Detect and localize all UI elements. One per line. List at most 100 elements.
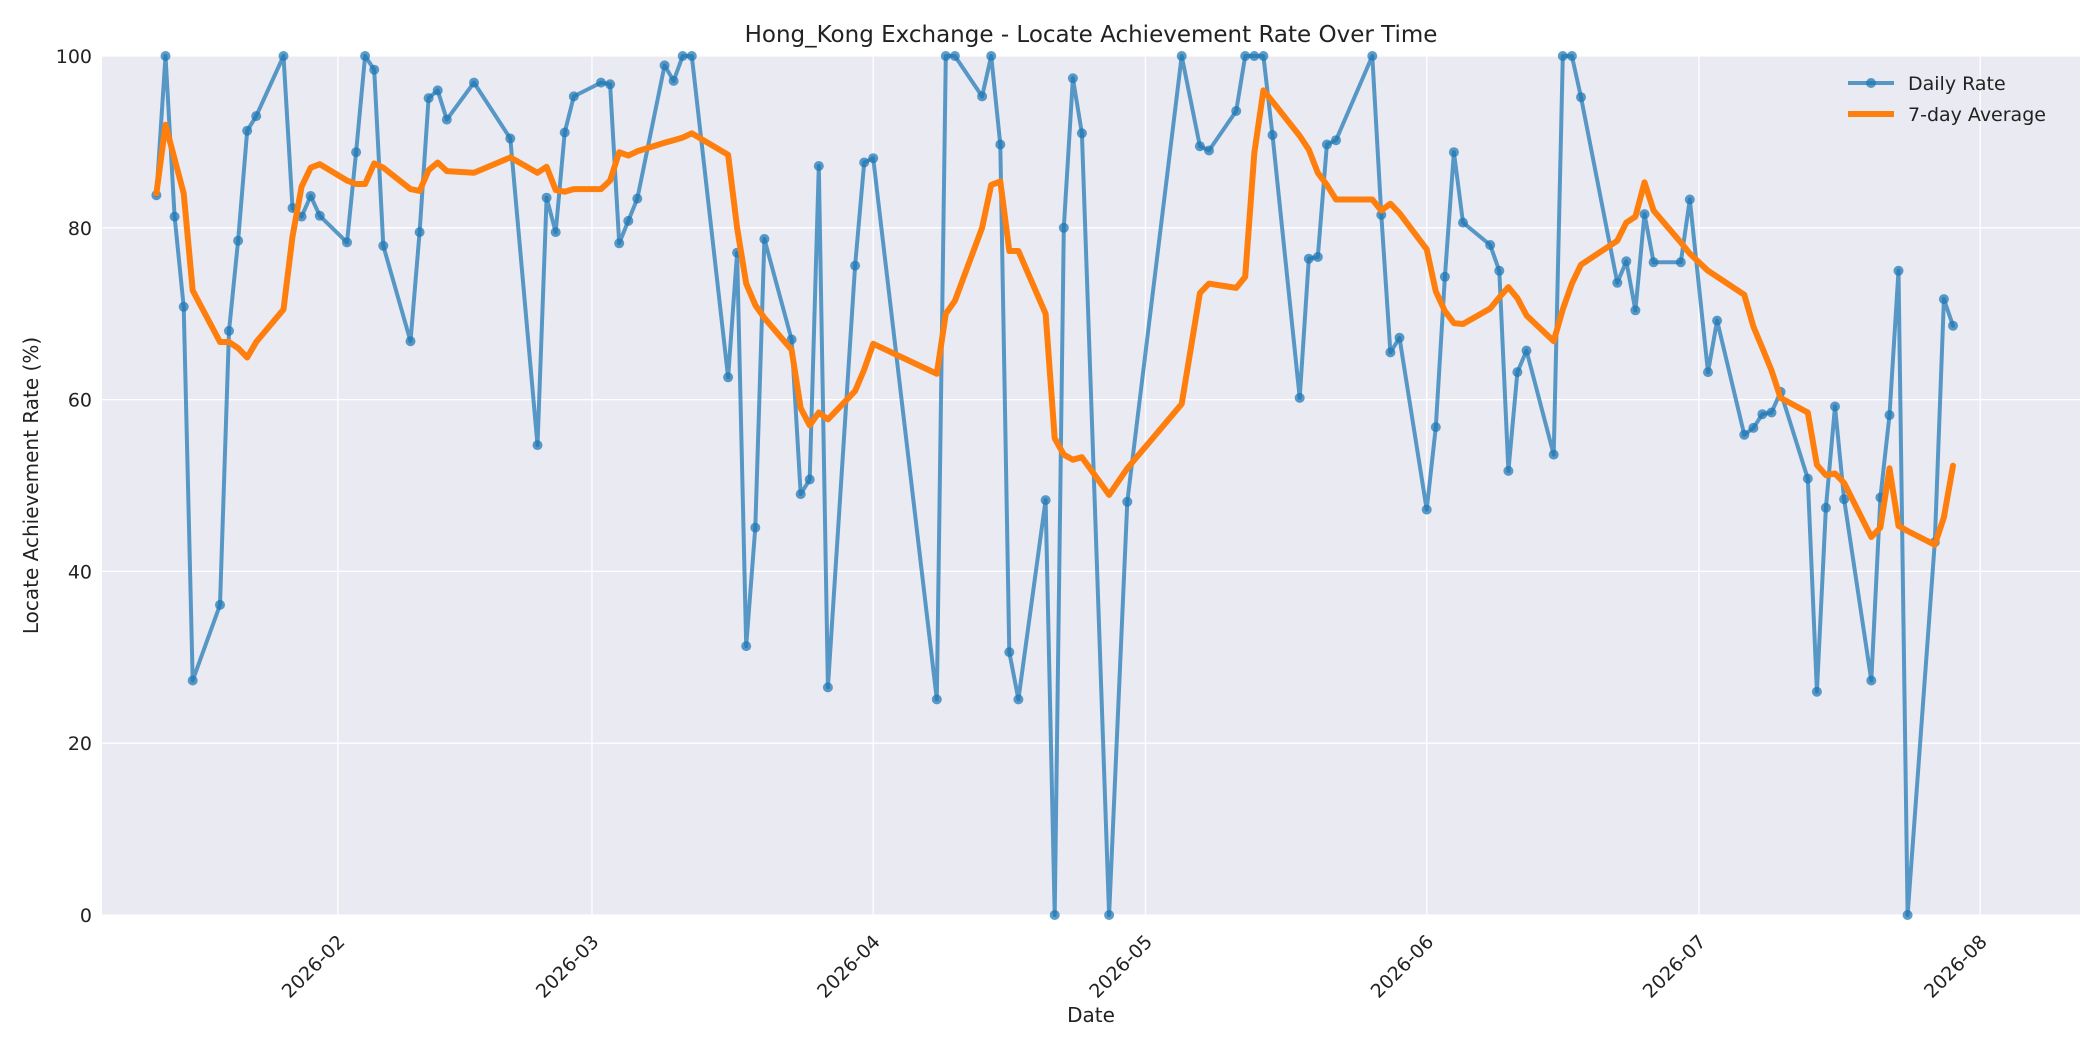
data-point-daily-rate xyxy=(369,64,380,75)
chart-title: Hong_Kong Exchange - Locate Achievement … xyxy=(745,22,1438,48)
data-point-daily-rate xyxy=(251,111,262,122)
data-point-daily-rate xyxy=(242,125,253,136)
data-point-daily-rate xyxy=(949,51,960,61)
data-point-daily-rate xyxy=(850,260,861,271)
data-point-daily-rate xyxy=(1639,209,1650,220)
data-point-daily-rate xyxy=(1621,256,1632,267)
data-point-daily-rate xyxy=(469,77,479,88)
data-point-daily-rate xyxy=(1267,130,1278,140)
y-tick-label: 60 xyxy=(68,390,92,412)
data-point-daily-rate xyxy=(750,522,761,533)
data-point-daily-rate xyxy=(1648,257,1659,268)
data-point-daily-rate xyxy=(432,85,443,96)
data-point-daily-rate xyxy=(1820,502,1831,513)
data-point-daily-rate xyxy=(1739,429,1750,440)
data-point-daily-rate xyxy=(686,51,697,61)
series-layer xyxy=(151,51,1958,920)
data-point-daily-rate xyxy=(1367,51,1378,61)
data-point-daily-rate xyxy=(1893,265,1904,276)
data-point-daily-rate xyxy=(405,336,416,347)
data-point-daily-rate xyxy=(378,240,389,251)
data-point-daily-rate xyxy=(1303,253,1314,264)
data-point-daily-rate xyxy=(1802,473,1813,484)
data-point-daily-rate xyxy=(859,157,870,168)
data-point-daily-rate xyxy=(1240,51,1251,61)
data-point-daily-rate xyxy=(1040,495,1051,506)
data-point-daily-rate xyxy=(532,440,543,451)
data-point-daily-rate xyxy=(1521,345,1532,356)
plot-area xyxy=(102,56,2080,915)
data-point-daily-rate xyxy=(1204,145,1214,156)
data-point-daily-rate xyxy=(1494,265,1505,276)
data-point-daily-rate xyxy=(1839,494,1850,505)
data-point-daily-rate xyxy=(1231,106,1242,116)
data-point-daily-rate xyxy=(441,114,452,125)
data-point-daily-rate xyxy=(414,227,425,238)
data-point-daily-rate xyxy=(995,139,1006,150)
data-point-daily-rate xyxy=(351,147,362,158)
data-point-daily-rate xyxy=(677,51,688,61)
y-tick-label: 0 xyxy=(80,905,92,927)
data-point-daily-rate xyxy=(1385,347,1396,358)
y-tick-label: 80 xyxy=(68,218,92,240)
data-point-daily-rate xyxy=(1004,647,1015,658)
y-tick-label: 40 xyxy=(68,561,92,583)
data-point-daily-rate xyxy=(1712,315,1723,326)
data-point-daily-rate xyxy=(868,153,879,164)
data-point-daily-rate xyxy=(1612,277,1623,288)
y-axis-label: Locate Achievement Rate (%) xyxy=(19,337,43,634)
data-point-daily-rate xyxy=(659,60,670,71)
data-point-daily-rate xyxy=(1013,694,1024,705)
data-point-daily-rate xyxy=(1938,294,1949,305)
grid-lines xyxy=(102,55,2080,916)
data-point-daily-rate xyxy=(1902,910,1913,920)
data-point-daily-rate xyxy=(1448,147,1459,158)
data-point-daily-rate xyxy=(623,215,634,226)
data-point-daily-rate xyxy=(614,238,625,249)
data-point-daily-rate xyxy=(822,682,833,693)
data-point-daily-rate xyxy=(541,192,552,203)
series-line-7-day-average xyxy=(153,87,1956,548)
data-point-daily-rate xyxy=(1421,504,1432,515)
data-point-daily-rate xyxy=(1104,910,1115,920)
data-point-daily-rate xyxy=(559,127,570,138)
data-point-daily-rate xyxy=(1294,392,1305,403)
data-point-daily-rate xyxy=(931,694,942,705)
data-point-daily-rate xyxy=(1430,422,1441,433)
data-point-daily-rate xyxy=(1331,135,1341,146)
data-point-daily-rate xyxy=(1512,367,1523,378)
data-point-daily-rate xyxy=(305,191,316,201)
data-point-daily-rate xyxy=(723,372,734,383)
data-point-daily-rate xyxy=(278,51,289,61)
data-point-daily-rate xyxy=(1321,139,1332,150)
data-point-daily-rate xyxy=(1058,222,1069,233)
legend: Daily Rate 7-day Average xyxy=(1848,73,2046,126)
data-point-daily-rate xyxy=(1766,407,1777,418)
legend-marker-daily-rate xyxy=(1866,78,1876,88)
legend-label-7-day-average: 7-day Average xyxy=(1908,104,2046,126)
data-point-daily-rate xyxy=(423,93,434,104)
data-point-daily-rate xyxy=(187,675,198,686)
y-tick-label: 20 xyxy=(68,733,92,755)
data-point-daily-rate xyxy=(940,51,951,61)
data-point-daily-rate xyxy=(1312,252,1323,262)
data-point-daily-rate xyxy=(1194,141,1205,152)
data-point-daily-rate xyxy=(1576,92,1586,103)
data-point-daily-rate xyxy=(1176,51,1187,61)
data-point-daily-rate xyxy=(1503,465,1514,476)
data-point-daily-rate xyxy=(668,75,679,86)
data-point-daily-rate xyxy=(1439,271,1450,282)
data-point-daily-rate xyxy=(804,474,815,485)
data-point-daily-rate xyxy=(1757,409,1768,420)
data-point-daily-rate xyxy=(1067,73,1078,84)
data-point-daily-rate xyxy=(1830,401,1840,412)
data-point-daily-rate xyxy=(233,235,244,246)
data-point-daily-rate xyxy=(1258,51,1269,61)
data-point-daily-rate xyxy=(1557,51,1568,61)
data-point-daily-rate xyxy=(1866,675,1877,686)
data-point-daily-rate xyxy=(568,91,579,102)
data-point-daily-rate xyxy=(160,51,171,61)
data-point-daily-rate xyxy=(977,91,988,102)
data-point-daily-rate xyxy=(786,334,797,345)
